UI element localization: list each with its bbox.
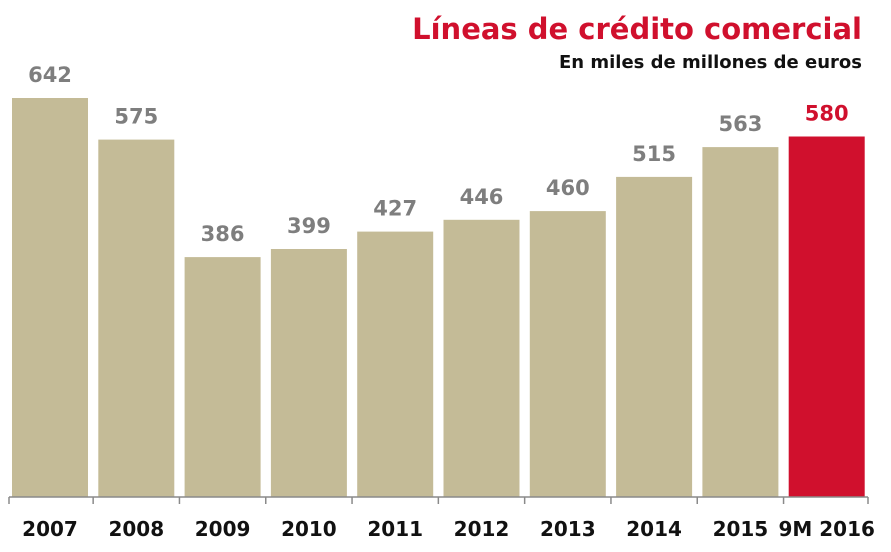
category-label: 2009 (195, 517, 251, 541)
bar-2008 (98, 139, 175, 497)
x-axis-ticks (8, 497, 869, 504)
value-label: 575 (114, 105, 158, 129)
category-label: 9M 2016 (778, 517, 874, 541)
value-label: 446 (460, 185, 504, 209)
bar-2015 (702, 147, 779, 497)
category-label: 2012 (454, 517, 510, 541)
bar-2012 (443, 219, 520, 498)
value-label: 460 (546, 176, 590, 200)
category-label: 2010 (281, 517, 337, 541)
value-labels-layer: 642 575 386 399 427 446 460 515 563 580 (28, 63, 849, 246)
bar-9m-2016 (788, 136, 865, 497)
value-label: 642 (28, 63, 72, 87)
category-label: 2013 (540, 517, 596, 541)
category-label: 2015 (713, 517, 769, 541)
bar-2007 (12, 98, 88, 497)
category-label: 2007 (22, 517, 78, 541)
bar-2014 (616, 176, 693, 497)
value-label: 580 (805, 102, 849, 126)
chart-title: Líneas de crédito comercial (412, 12, 862, 46)
bar-2011 (357, 231, 434, 497)
value-label: 427 (373, 197, 417, 221)
value-label: 515 (632, 142, 676, 166)
category-labels-layer: 2007 2008 2009 2010 2011 2012 2013 2014 2015 9M 2… (22, 517, 875, 541)
bar-2010 (270, 249, 347, 497)
bar-2013 (529, 211, 606, 497)
value-label: 399 (287, 214, 331, 238)
category-label: 2014 (626, 517, 682, 541)
category-label: 2008 (108, 517, 164, 541)
value-label: 386 (201, 222, 245, 246)
bar-2009 (184, 257, 261, 497)
value-label: 563 (718, 112, 762, 136)
chart-subtitle: En miles de millones de euros (559, 52, 862, 73)
bars-layer (12, 98, 865, 498)
category-label: 2011 (367, 517, 423, 541)
